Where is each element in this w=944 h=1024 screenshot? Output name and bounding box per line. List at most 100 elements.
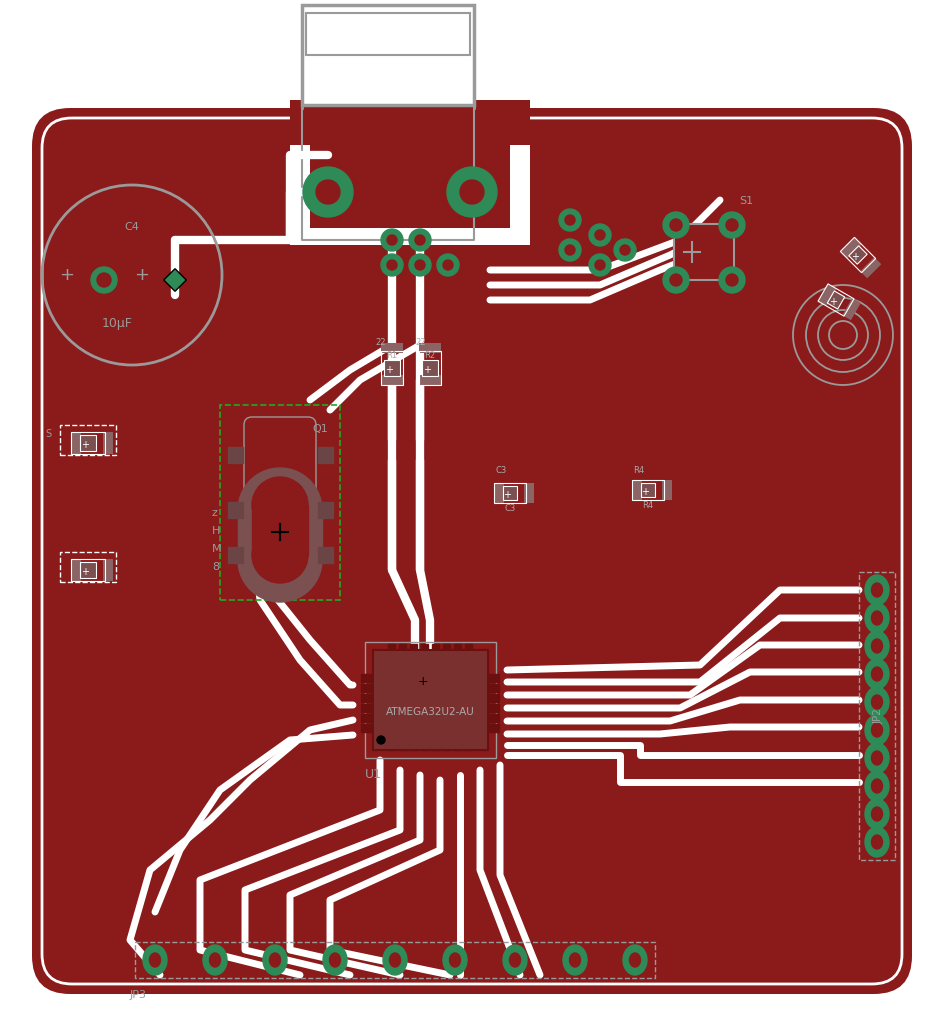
Bar	[80, 435, 96, 451]
Bar	[818, 284, 835, 306]
Circle shape	[559, 239, 581, 261]
Text: U1: U1	[364, 768, 381, 781]
Circle shape	[725, 274, 737, 286]
Circle shape	[414, 234, 425, 245]
Text: JP2: JP2	[873, 708, 883, 724]
Bar	[302, 5, 474, 105]
Bar	[453, 644, 461, 658]
Ellipse shape	[210, 953, 220, 967]
Text: M: M	[211, 544, 222, 554]
Ellipse shape	[870, 639, 882, 653]
Bar	[632, 480, 664, 500]
Bar	[398, 736, 406, 750]
FancyBboxPatch shape	[32, 108, 911, 994]
Bar	[410, 736, 416, 750]
Circle shape	[380, 254, 402, 276]
Ellipse shape	[443, 945, 466, 975]
Bar	[290, 100, 530, 145]
Text: C3: C3	[495, 466, 506, 475]
Bar	[443, 644, 449, 658]
Text: R4: R4	[642, 501, 653, 510]
Text: R4: R4	[632, 466, 644, 475]
Bar	[71, 559, 105, 581]
Circle shape	[718, 212, 744, 238]
Ellipse shape	[864, 799, 888, 829]
Ellipse shape	[329, 953, 340, 967]
Circle shape	[91, 267, 117, 293]
Bar	[380, 375, 402, 385]
Bar	[418, 351, 441, 385]
Bar	[361, 714, 373, 722]
Bar	[388, 644, 395, 658]
Text: +: +	[81, 567, 89, 577]
Ellipse shape	[870, 751, 882, 765]
Ellipse shape	[864, 743, 888, 773]
FancyBboxPatch shape	[163, 268, 186, 291]
Ellipse shape	[864, 659, 888, 689]
Circle shape	[238, 468, 322, 552]
Ellipse shape	[629, 953, 640, 967]
Circle shape	[614, 239, 635, 261]
Bar	[361, 705, 373, 712]
Ellipse shape	[870, 695, 882, 709]
Text: +: +	[134, 266, 149, 284]
Bar	[502, 486, 516, 500]
Ellipse shape	[203, 945, 227, 975]
Circle shape	[409, 254, 430, 276]
Circle shape	[619, 245, 630, 255]
Text: R2: R2	[424, 351, 435, 360]
Bar	[662, 480, 671, 500]
Ellipse shape	[382, 945, 407, 975]
Circle shape	[565, 215, 574, 225]
Bar	[380, 351, 402, 385]
Text: 22: 22	[414, 338, 425, 347]
Circle shape	[387, 260, 396, 270]
Circle shape	[315, 180, 340, 204]
Bar	[398, 644, 406, 658]
Circle shape	[447, 167, 497, 217]
Ellipse shape	[323, 945, 346, 975]
Text: H: H	[211, 526, 220, 536]
Bar	[486, 674, 498, 682]
Bar	[418, 375, 441, 385]
Text: +: +	[851, 252, 858, 262]
Circle shape	[663, 267, 688, 293]
Bar	[486, 705, 498, 712]
Bar	[361, 724, 373, 732]
Text: R1: R1	[386, 351, 397, 360]
Bar	[422, 360, 437, 376]
Bar	[486, 694, 498, 702]
Bar	[443, 736, 449, 750]
Ellipse shape	[864, 827, 888, 857]
Circle shape	[460, 180, 483, 204]
Text: +: +	[502, 490, 511, 500]
Ellipse shape	[864, 715, 888, 745]
Ellipse shape	[509, 953, 520, 967]
Bar	[71, 432, 81, 454]
Text: C3: C3	[504, 504, 515, 513]
Ellipse shape	[449, 953, 460, 967]
Bar	[318, 547, 332, 563]
Bar	[486, 684, 498, 692]
Ellipse shape	[870, 667, 882, 681]
Bar	[464, 736, 471, 750]
Bar	[848, 246, 867, 264]
Bar	[103, 432, 113, 454]
Bar	[841, 298, 860, 321]
Text: z: z	[211, 508, 218, 518]
Bar	[361, 674, 373, 682]
Text: C4: C4	[124, 222, 139, 232]
Text: +: +	[417, 675, 429, 688]
Bar	[453, 736, 461, 750]
Text: +: +	[640, 487, 649, 497]
Bar	[421, 644, 428, 658]
Text: Q1: Q1	[312, 424, 328, 434]
Text: +: +	[828, 297, 836, 307]
Bar	[523, 483, 533, 503]
Bar	[71, 559, 81, 581]
Bar	[71, 432, 105, 454]
Ellipse shape	[143, 945, 167, 975]
Circle shape	[559, 209, 581, 231]
Ellipse shape	[563, 945, 586, 975]
Circle shape	[588, 254, 611, 276]
